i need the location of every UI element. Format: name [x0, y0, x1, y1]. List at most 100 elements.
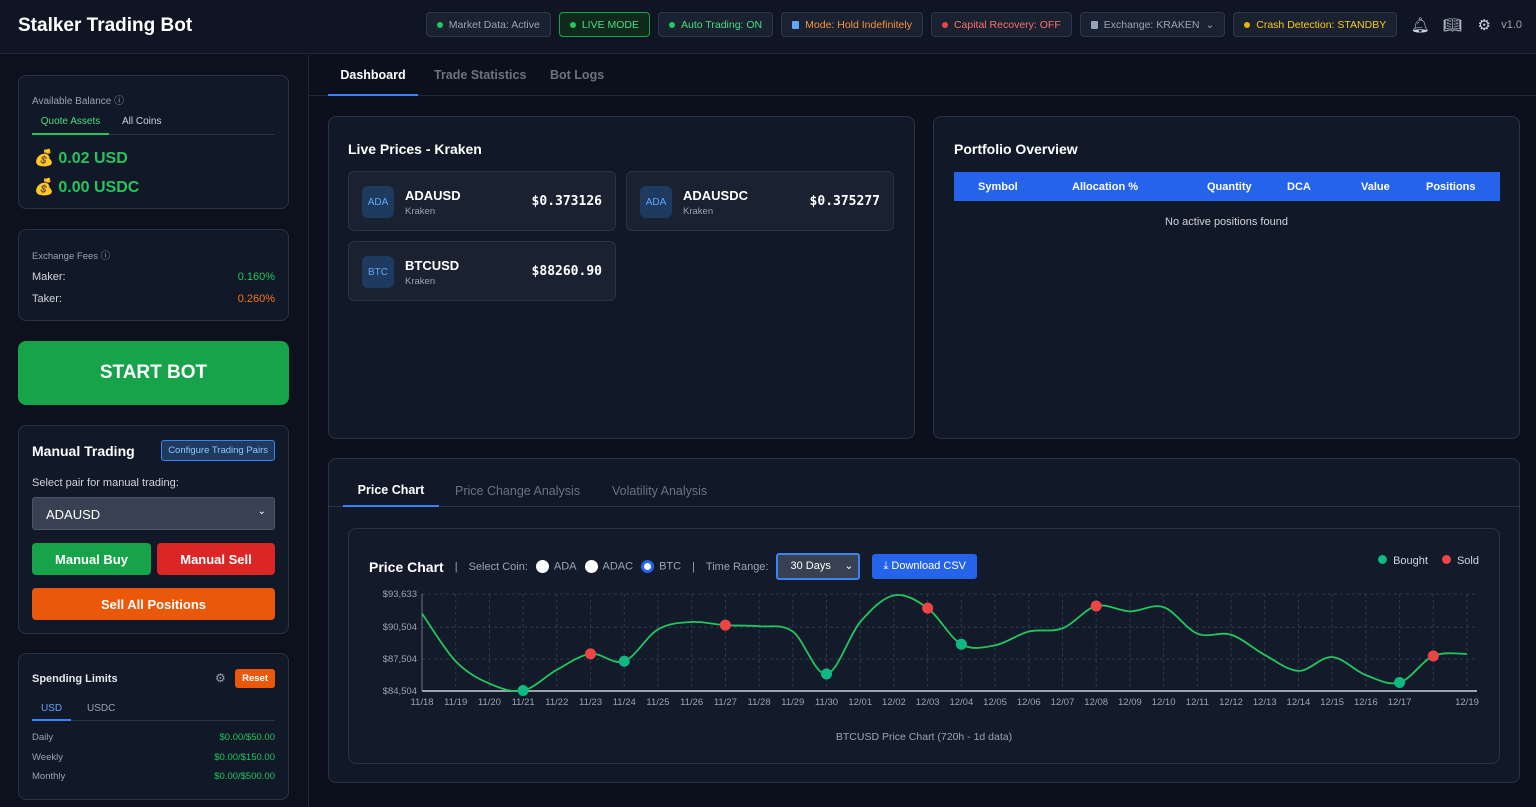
- main-content: Dashboard Trade Statistics Bot Logs Live…: [309, 55, 1536, 807]
- radio-ada[interactable]: ADA: [535, 560, 577, 573]
- fees-card: Exchange Fees ⓘ Maker: 0.160% Taker: 0.2…: [18, 229, 289, 321]
- coin-icon: ADA: [362, 186, 394, 218]
- x-tick-label: 12/15: [1320, 697, 1344, 708]
- badge-label: Capital Recovery: OFF: [953, 18, 1061, 31]
- manual-buy-button[interactable]: Manual Buy: [32, 543, 151, 575]
- x-tick-label: 11/29: [781, 697, 804, 708]
- price-tile[interactable]: ADA ADAUSD Kraken $0.373126: [348, 171, 616, 231]
- column-header[interactable]: Quantity: [1207, 181, 1252, 193]
- column-header[interactable]: Allocation %: [1072, 181, 1139, 193]
- chevron-down-icon: ⌄: [257, 506, 266, 517]
- sell-all-button[interactable]: Sell All Positions: [32, 588, 275, 620]
- taker-fee: 0.260%: [237, 293, 275, 305]
- balance-card: Available Balance ⓘ Quote Assets All Coi…: [18, 75, 289, 209]
- app-header: Stalker Trading Bot Market Data: Active L…: [0, 0, 1536, 54]
- bell-icon[interactable]: 🔔︎: [1410, 16, 1430, 34]
- price-exchange: Kraken: [683, 206, 714, 217]
- chevron-down-icon: ⌄: [1205, 18, 1215, 31]
- column-header[interactable]: Positions: [1426, 181, 1476, 193]
- status-badge: Crash Detection: STANDBY: [1233, 12, 1398, 37]
- empty-positions-message: No active positions found: [1165, 216, 1288, 228]
- limit-value: $0.00/$500.00: [214, 771, 275, 782]
- gear-icon[interactable]: ⚙: [1477, 16, 1491, 34]
- gear-icon[interactable]: ⚙: [215, 671, 226, 685]
- configure-pairs-button[interactable]: Configure Trading Pairs: [161, 440, 275, 461]
- x-tick-label: 12/04: [949, 697, 973, 708]
- x-tick-label: 12/13: [1253, 697, 1277, 708]
- balance-usdc: 0.00 USDC: [58, 179, 140, 196]
- x-tick-label: 12/11: [1186, 697, 1209, 708]
- download-csv-button[interactable]: ⤓ Download CSV: [872, 554, 978, 579]
- status-badge: Mode: Hold Indefinitely: [781, 12, 923, 37]
- x-tick-label: 11/19: [444, 697, 467, 708]
- chevron-down-icon: ⌄: [844, 560, 854, 572]
- y-tick-label: $90,504: [383, 622, 417, 633]
- tab-all-coins[interactable]: All Coins: [122, 116, 162, 127]
- price-tile[interactable]: BTC BTCUSD Kraken $88260.90: [348, 241, 616, 301]
- balance-title: Available Balance: [32, 96, 112, 107]
- money-bag-icon: 💰: [34, 179, 54, 196]
- info-icon[interactable]: ⓘ: [100, 251, 111, 262]
- time-range-label: Time Range:: [705, 560, 769, 573]
- tab-price-chart[interactable]: Price Chart: [343, 459, 439, 507]
- tab-dashboard[interactable]: Dashboard: [328, 55, 418, 96]
- x-tick-label: 12/16: [1354, 697, 1378, 708]
- tab-limits-usdc[interactable]: USDC: [87, 703, 116, 714]
- bought-marker: [1394, 677, 1406, 689]
- book-icon[interactable]: 📖︎: [1442, 16, 1462, 34]
- tab-volatility-analysis[interactable]: Volatility Analysis: [612, 484, 708, 498]
- select-coin-label: Select Coin:: [468, 560, 528, 573]
- limit-value: $0.00/$150.00: [214, 751, 275, 763]
- info-icon[interactable]: ⓘ: [114, 96, 125, 107]
- price-value: $0.375277: [809, 194, 880, 209]
- price-chart-card: Price Chart | Select Coin: ADA ADAC BTC …: [348, 528, 1500, 764]
- tab-quote-assets[interactable]: Quote Assets: [32, 116, 109, 135]
- badge-label: Crash Detection: STANDBY: [1256, 18, 1387, 31]
- limit-label: Weekly: [32, 751, 63, 763]
- legend-bought: Bought: [1378, 555, 1428, 567]
- reset-button[interactable]: Reset: [235, 669, 275, 688]
- spending-limits-card: Spending Limits ⚙ Reset USD USDC Daily $0…: [18, 653, 289, 800]
- column-header[interactable]: Value: [1361, 181, 1390, 193]
- tab-price-change-analysis[interactable]: Price Change Analysis: [455, 484, 581, 498]
- manual-sell-button[interactable]: Manual Sell: [157, 543, 275, 575]
- radio-btc[interactable]: BTC: [641, 560, 681, 573]
- taker-label: Taker:: [32, 293, 62, 305]
- manual-trading-title: Manual Trading: [32, 443, 135, 459]
- pair-select[interactable]: ADAUSD ⌄: [32, 497, 275, 530]
- start-bot-button[interactable]: START BOT: [18, 341, 289, 405]
- radio-adac[interactable]: ADAC: [584, 560, 633, 573]
- sidebar: Available Balance ⓘ Quote Assets All Coi…: [0, 55, 309, 807]
- x-tick-label: 12/08: [1084, 697, 1108, 708]
- status-dot-icon: [1244, 21, 1251, 28]
- maker-label: Maker:: [32, 271, 66, 283]
- tab-trade-statistics[interactable]: Trade Statistics: [434, 68, 527, 82]
- status-dot-icon: [569, 21, 576, 28]
- main-tabs: Dashboard Trade Statistics Bot Logs: [309, 55, 1536, 96]
- live-prices-title: Live Prices - Kraken: [348, 141, 482, 157]
- time-range-select[interactable]: 30 Days ⌄: [776, 553, 861, 580]
- x-tick-label: 11/18: [410, 697, 433, 708]
- x-tick-label: 12/09: [1118, 697, 1142, 708]
- tab-limits-usd[interactable]: USD: [32, 703, 71, 721]
- live-prices-card: Live Prices - Kraken ADA ADAUSD Kraken $0.3…: [328, 116, 915, 439]
- badge-label: Market Data: Active: [448, 18, 540, 31]
- column-header[interactable]: Symbol: [978, 181, 1018, 193]
- maker-fee: 0.160%: [237, 271, 275, 283]
- spending-limits-title: Spending Limits: [32, 673, 118, 685]
- x-tick-label: 11/27: [714, 697, 737, 708]
- bought-marker: [821, 668, 833, 680]
- status-dot-icon: [669, 21, 676, 28]
- x-tick-label: 12/06: [1017, 697, 1041, 708]
- x-tick-label: 11/30: [815, 697, 838, 708]
- x-tick-label: 11/25: [646, 697, 669, 708]
- status-badge[interactable]: Exchange: KRAKEN ⌄: [1079, 12, 1226, 37]
- price-tile[interactable]: ADA ADAUSDC Kraken $0.375277: [626, 171, 894, 231]
- bought-marker: [517, 685, 529, 697]
- legend-sold: Sold: [1441, 555, 1479, 567]
- column-header[interactable]: DCA: [1287, 181, 1311, 193]
- limit-label: Monthly: [32, 771, 66, 782]
- x-tick-label: 12/12: [1219, 697, 1243, 708]
- status-badge: Auto Trading: ON: [658, 12, 774, 37]
- tab-bot-logs[interactable]: Bot Logs: [550, 68, 605, 82]
